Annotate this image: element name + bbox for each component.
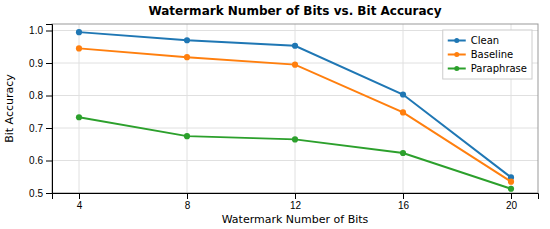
- x-tick-label: 4: [77, 200, 83, 211]
- x-tick-label: 12: [290, 200, 302, 211]
- x-tick-mark: [79, 193, 80, 199]
- y-tick-mark: [46, 63, 52, 64]
- grid-line-y: [52, 160, 538, 161]
- y-axis-line: [46, 25, 53, 194]
- y-tick: 0.6: [29, 155, 52, 166]
- series-point: [400, 91, 406, 97]
- series-point: [76, 29, 82, 35]
- series-point: [292, 43, 298, 49]
- chart: 4 8 12 16 20 0.5 0.6 0.7 0.8 0.9 1.0 Clean Baseline P…: [0, 0, 550, 229]
- series-line: [79, 117, 511, 188]
- y-tick-label: 0.8: [29, 90, 43, 101]
- x-tick-mark: [187, 193, 188, 199]
- legend-label: Paraphrase: [471, 63, 527, 74]
- y-tick-mark: [46, 31, 52, 32]
- legend-item: Baseline: [448, 49, 513, 60]
- x-tick-mark: [403, 193, 404, 199]
- y-tick: 0.8: [29, 90, 52, 101]
- y-tick-label: 0.7: [29, 123, 43, 134]
- legend-box: [443, 30, 532, 79]
- y-tick-label: 1.0: [29, 25, 43, 36]
- y-axis: 0.5 0.6 0.7 0.8 0.9 1.0: [29, 25, 52, 199]
- plot: 4 8 12 16 20 0.5 0.6 0.7 0.8 0.9 1.0 Clean Baseline P…: [29, 24, 538, 211]
- series-point: [184, 54, 190, 60]
- grid-line-y: [52, 128, 538, 129]
- plot-frame: [52, 24, 538, 193]
- y-tick-mark: [46, 193, 52, 194]
- y-tick-mark: [46, 161, 52, 162]
- series-point: [292, 136, 298, 142]
- x-tick: 4: [77, 193, 83, 211]
- x-tick-label: 8: [185, 200, 191, 211]
- series-point: [76, 114, 82, 120]
- y-tick-label: 0.6: [29, 155, 43, 166]
- series-point: [184, 133, 190, 139]
- series-point: [400, 150, 406, 156]
- x-tick: 20: [506, 193, 518, 211]
- series-point: [76, 45, 82, 51]
- legend-label: Clean: [471, 35, 499, 46]
- legend-marker: [454, 66, 459, 71]
- y-tick: 0.7: [29, 123, 52, 134]
- series-point: [292, 62, 298, 68]
- y-tick: 0.5: [29, 188, 52, 199]
- grid-line-x: [403, 24, 404, 193]
- x-tick-mark: [295, 193, 296, 199]
- x-tick-label: 16: [398, 200, 410, 211]
- x-tick: 16: [398, 193, 410, 211]
- y-tick-mark: [46, 128, 52, 129]
- y-tick-label: 0.9: [29, 58, 43, 69]
- x-axis-line: [53, 194, 539, 200]
- legend: Clean Baseline Paraphrase: [443, 30, 532, 79]
- grid: [52, 24, 538, 193]
- grid-line-y: [52, 95, 538, 96]
- legend-marker: [454, 52, 459, 57]
- grid-line-x: [187, 24, 188, 193]
- y-axis-title: Bit Accuracy: [3, 74, 16, 143]
- grid-line-x: [295, 24, 296, 193]
- y-tick-label: 0.5: [29, 188, 43, 199]
- legend-label: Baseline: [471, 49, 513, 60]
- x-axis: 4 8 12 16 20: [53, 193, 539, 211]
- y-tick: 0.9: [29, 58, 52, 69]
- x-tick: 8: [185, 193, 191, 211]
- y-tick: 1.0: [29, 25, 52, 36]
- title: Watermark Number of Bits vs. Bit Accurac…: [148, 4, 441, 18]
- legend-item: Clean: [448, 35, 499, 46]
- x-axis-title: Watermark Number of Bits: [222, 213, 369, 226]
- x-tick: 12: [290, 193, 302, 211]
- series-point: [184, 37, 190, 43]
- x-tick-mark: [511, 193, 512, 199]
- legend-item: Paraphrase: [448, 63, 527, 74]
- series-point: [400, 109, 406, 115]
- x-tick-label: 20: [506, 200, 518, 211]
- legend-marker: [454, 38, 459, 43]
- y-tick-mark: [46, 96, 52, 97]
- series-point: [508, 186, 514, 192]
- series-point: [508, 179, 514, 185]
